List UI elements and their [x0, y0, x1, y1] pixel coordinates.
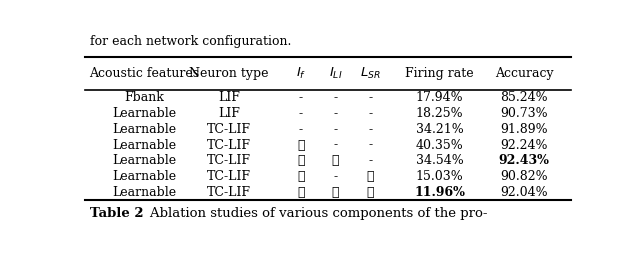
Text: TC-LIF: TC-LIF	[207, 186, 251, 199]
Text: -: -	[299, 107, 303, 120]
Text: Learnable: Learnable	[113, 107, 177, 120]
Text: $L_{SR}$: $L_{SR}$	[360, 66, 381, 81]
Text: -: -	[333, 123, 337, 136]
Text: LIF: LIF	[218, 91, 240, 104]
Text: Learnable: Learnable	[113, 186, 177, 199]
Text: Neuron type: Neuron type	[189, 67, 269, 80]
Text: Table 2: Table 2	[90, 207, 143, 220]
Text: 34.54%: 34.54%	[416, 154, 463, 167]
Text: $I_{LI}$: $I_{LI}$	[329, 66, 342, 81]
Text: ✓: ✓	[332, 154, 339, 167]
Text: $I_f$: $I_f$	[296, 66, 306, 81]
Text: ✓: ✓	[332, 186, 339, 199]
Text: LIF: LIF	[218, 107, 240, 120]
Text: 91.89%: 91.89%	[500, 123, 548, 136]
Text: -: -	[333, 91, 337, 104]
Text: 92.24%: 92.24%	[500, 138, 548, 152]
Text: ✓: ✓	[297, 170, 305, 183]
Text: Firing rate: Firing rate	[405, 67, 474, 80]
Text: TC-LIF: TC-LIF	[207, 170, 251, 183]
Text: 40.35%: 40.35%	[416, 138, 463, 152]
Text: 15.03%: 15.03%	[416, 170, 463, 183]
Text: -: -	[368, 138, 372, 152]
Text: 85.24%: 85.24%	[500, 91, 548, 104]
Text: -: -	[333, 170, 337, 183]
Text: -: -	[333, 107, 337, 120]
Text: 90.73%: 90.73%	[500, 107, 548, 120]
Text: Learnable: Learnable	[113, 123, 177, 136]
Text: 11.96%: 11.96%	[414, 186, 465, 199]
Text: TC-LIF: TC-LIF	[207, 154, 251, 167]
Text: Accuracy: Accuracy	[495, 67, 553, 80]
Text: -: -	[368, 107, 372, 120]
Text: 92.04%: 92.04%	[500, 186, 548, 199]
Text: for each network configuration.: for each network configuration.	[90, 35, 291, 48]
Text: TC-LIF: TC-LIF	[207, 138, 251, 152]
Text: -: -	[333, 138, 337, 152]
Text: -: -	[299, 91, 303, 104]
Text: -: -	[368, 123, 372, 136]
Text: -: -	[368, 154, 372, 167]
Text: TC-LIF: TC-LIF	[207, 123, 251, 136]
Text: 18.25%: 18.25%	[416, 107, 463, 120]
Text: 34.21%: 34.21%	[416, 123, 463, 136]
Text: Learnable: Learnable	[113, 138, 177, 152]
Text: -: -	[368, 91, 372, 104]
Text: Acoustic features: Acoustic features	[90, 67, 200, 80]
Text: ✓: ✓	[297, 186, 305, 199]
Text: ✓: ✓	[367, 186, 374, 199]
Text: 90.82%: 90.82%	[500, 170, 548, 183]
Text: Learnable: Learnable	[113, 170, 177, 183]
Text: Learnable: Learnable	[113, 154, 177, 167]
Text: ✓: ✓	[367, 170, 374, 183]
Text: :  Ablation studies of various components of the pro-: : Ablation studies of various components…	[137, 207, 488, 220]
Text: ✓: ✓	[297, 154, 305, 167]
Text: 92.43%: 92.43%	[499, 154, 549, 167]
Text: ✓: ✓	[297, 138, 305, 152]
Text: Fbank: Fbank	[125, 91, 164, 104]
Text: -: -	[299, 123, 303, 136]
Text: 17.94%: 17.94%	[416, 91, 463, 104]
